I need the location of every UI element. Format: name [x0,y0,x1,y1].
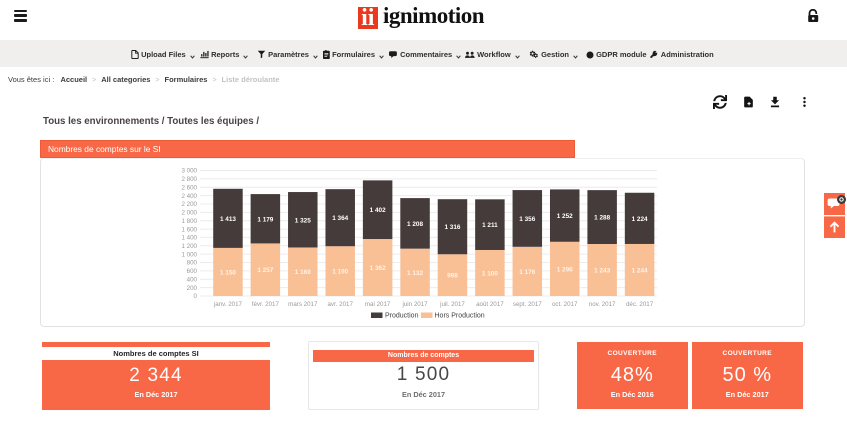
svg-text:1 325: 1 325 [295,217,311,224]
svg-text:nov. 2017: nov. 2017 [589,301,616,308]
svg-text:1 243: 1 243 [594,268,610,275]
svg-text:2 600: 2 600 [182,184,198,191]
svg-text:1 000: 1 000 [182,251,198,258]
svg-text:2 200: 2 200 [182,201,198,208]
svg-text:1 100: 1 100 [482,270,498,277]
svg-text:400: 400 [187,276,198,283]
svg-text:mai 2017: mai 2017 [365,301,391,308]
svg-text:Hors Production: Hors Production [435,313,485,320]
svg-text:1 257: 1 257 [257,267,273,274]
svg-text:1 132: 1 132 [407,270,423,277]
svg-text:1 400: 1 400 [182,235,198,242]
svg-text:1 150: 1 150 [220,269,236,276]
svg-text:2 000: 2 000 [182,210,198,217]
svg-text:200: 200 [187,285,198,292]
svg-text:1 211: 1 211 [482,222,498,229]
svg-text:2 800: 2 800 [182,176,198,183]
svg-text:1 402: 1 402 [370,207,386,214]
svg-text:oct. 2017: oct. 2017 [552,301,578,308]
svg-text:1 316: 1 316 [444,224,460,231]
svg-text:1 208: 1 208 [407,221,423,228]
svg-text:998: 998 [447,273,458,280]
svg-text:sept. 2017: sept. 2017 [513,301,542,308]
svg-text:août 2017: août 2017 [476,301,504,308]
svg-text:600: 600 [187,268,198,275]
svg-text:1 356: 1 356 [519,216,535,223]
svg-text:1 362: 1 362 [370,265,386,272]
svg-text:1 252: 1 252 [557,213,573,220]
svg-text:1 364: 1 364 [332,215,348,222]
svg-text:1 600: 1 600 [182,226,198,233]
svg-text:2 400: 2 400 [182,193,198,200]
svg-text:1 160: 1 160 [295,269,311,276]
svg-text:1 288: 1 288 [594,215,610,222]
svg-text:1 296: 1 296 [557,266,573,273]
svg-text:févr. 2017: févr. 2017 [252,301,280,308]
svg-text:mars 2017: mars 2017 [288,301,318,308]
svg-text:3 000: 3 000 [182,168,198,175]
svg-text:1 244: 1 244 [632,267,648,274]
svg-text:0: 0 [194,293,198,300]
svg-text:1 200: 1 200 [182,243,198,250]
svg-text:juin 2017: juin 2017 [401,301,428,308]
svg-text:1 800: 1 800 [182,218,198,225]
svg-text:1 179: 1 179 [257,216,273,223]
svg-text:1 176: 1 176 [519,269,535,276]
svg-text:juil. 2017: juil. 2017 [439,301,465,308]
svg-text:1 224: 1 224 [632,216,648,223]
svg-text:1 413: 1 413 [220,216,236,223]
svg-text:janv. 2017: janv. 2017 [213,301,243,308]
svg-text:Production: Production [385,313,419,320]
svg-text:avr. 2017: avr. 2017 [327,301,353,308]
svg-text:déc. 2017: déc. 2017 [626,301,654,308]
svg-text:800: 800 [187,260,198,267]
svg-text:1 190: 1 190 [332,269,348,276]
